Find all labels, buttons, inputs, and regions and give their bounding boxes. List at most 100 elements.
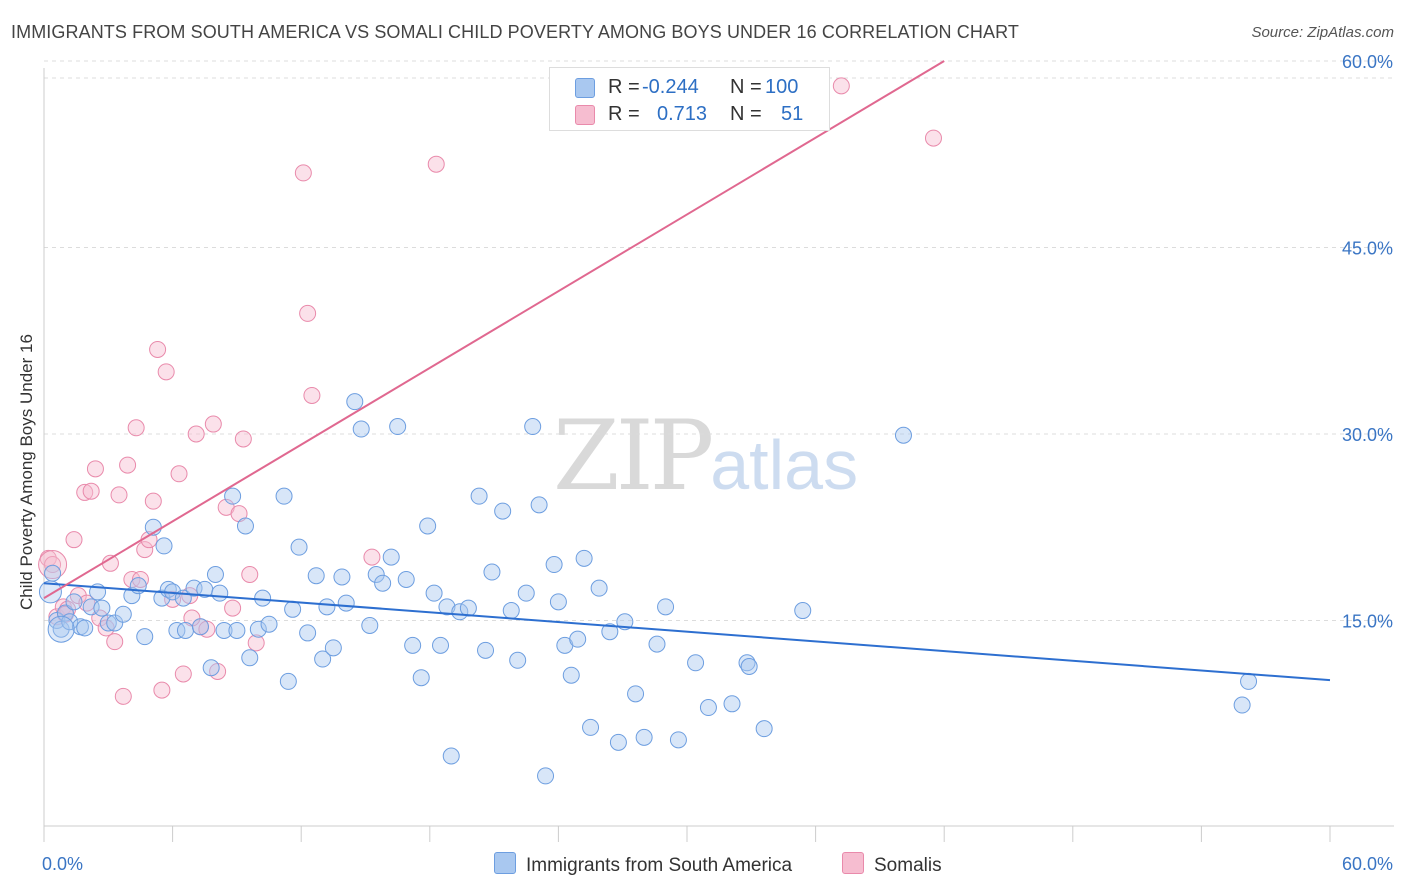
south-america-point (459, 599, 477, 617)
south-america-point (537, 767, 555, 785)
somali-point (76, 483, 94, 501)
south-america-point (228, 621, 246, 639)
south-america-point (627, 685, 645, 703)
south-america-point (52, 620, 70, 638)
tick-labels: 15.0% 30.0% 45.0% 60.0% 0.0% 60.0% (42, 52, 1393, 874)
somali-point (832, 77, 850, 95)
south-america-point (509, 651, 527, 669)
grid-lines (44, 60, 1394, 621)
south-america-trend-line (43, 582, 1331, 682)
south-america-point (279, 672, 297, 690)
south-america-point (894, 426, 912, 444)
somali-point (82, 482, 100, 500)
somali-point (131, 570, 149, 588)
somali-point (234, 430, 252, 448)
south-america-point (530, 496, 548, 514)
legend-swatch-pink (575, 105, 595, 125)
south-america-point (419, 517, 437, 535)
somali-point (149, 340, 167, 358)
legend-n-label: N = (730, 103, 762, 125)
somali-point (86, 460, 104, 478)
south-america-point (114, 605, 132, 623)
correlation-legend: R = -0.244 N = 100 R = 0.713 N = 51 (549, 67, 830, 131)
source-label: Source: ZipAtlas.com (1251, 24, 1394, 41)
somali-point (127, 419, 145, 437)
somali-point (91, 609, 109, 627)
somali-point (144, 492, 162, 510)
somali-point (924, 129, 942, 147)
legend-n-value: 100 (765, 76, 799, 98)
south-america-point (191, 618, 209, 636)
south-america-point (502, 602, 520, 620)
somali-point (303, 386, 321, 404)
somali-point (44, 556, 62, 574)
south-america-point (1233, 696, 1251, 714)
somali-point (294, 164, 312, 182)
south-america-point (609, 733, 627, 751)
south-america-point (569, 630, 587, 648)
south-america-point (318, 598, 336, 616)
south-america-point (477, 641, 495, 659)
south-america-point (374, 574, 392, 592)
south-america-point (575, 549, 593, 567)
south-america-points (38, 393, 1258, 785)
south-america-point (740, 658, 758, 676)
south-america-point (438, 598, 456, 616)
bottom-legend-swatch-blue (494, 852, 516, 874)
south-america-point (106, 614, 124, 632)
south-america-point (299, 624, 317, 642)
legend-n-value: 51 (781, 103, 804, 125)
south-america-point (549, 593, 567, 611)
legend-n-label: N = (730, 76, 762, 98)
south-america-point (185, 579, 203, 597)
somali-point (110, 486, 128, 504)
south-america-point (389, 418, 407, 436)
south-america-point (206, 565, 224, 583)
somali-point (119, 456, 137, 474)
south-america-point (168, 621, 186, 639)
south-america-point (432, 636, 450, 654)
south-america-point (65, 593, 83, 611)
somali-point (174, 665, 192, 683)
south-america-point (241, 649, 259, 667)
y-tick-label: 15.0% (1342, 612, 1393, 632)
somali-point (241, 565, 259, 583)
south-america-point (723, 695, 741, 713)
south-america-point (545, 556, 563, 574)
south-america-point (601, 623, 619, 641)
x-tick-label: 60.0% (1342, 854, 1393, 874)
somali-point (153, 681, 171, 699)
south-america-point (582, 718, 600, 736)
x-tick-label: 0.0% (42, 854, 83, 874)
south-america-point (153, 589, 171, 607)
south-america-point (99, 614, 117, 632)
south-america-point (442, 747, 460, 765)
south-america-point (352, 420, 370, 438)
south-america-point (412, 669, 430, 687)
south-america-point (136, 628, 154, 646)
legend-row-somali: R = 0.713 N = 51 (550, 100, 829, 128)
bottom-legend-somalis: Somalis (842, 852, 942, 877)
south-america-point (699, 699, 717, 717)
y-tick-label: 45.0% (1342, 239, 1393, 259)
south-america-point (687, 654, 705, 672)
south-america-point (260, 615, 278, 633)
south-america-point (483, 563, 501, 581)
somali-point (363, 548, 381, 566)
south-america-point (517, 584, 535, 602)
south-america-point (155, 537, 173, 555)
legend-swatch-blue (575, 78, 595, 98)
somali-point (106, 633, 124, 651)
south-america-point (76, 619, 94, 637)
south-america-point (470, 487, 488, 505)
somali-point (427, 155, 445, 173)
south-america-point (275, 487, 293, 505)
somali-point (299, 304, 317, 322)
somali-point (136, 541, 154, 559)
south-america-point (82, 598, 100, 616)
south-america-point (202, 659, 220, 677)
bottom-legend-swatch-pink (842, 852, 864, 874)
south-america-point (314, 650, 332, 668)
south-america-point (635, 728, 653, 746)
